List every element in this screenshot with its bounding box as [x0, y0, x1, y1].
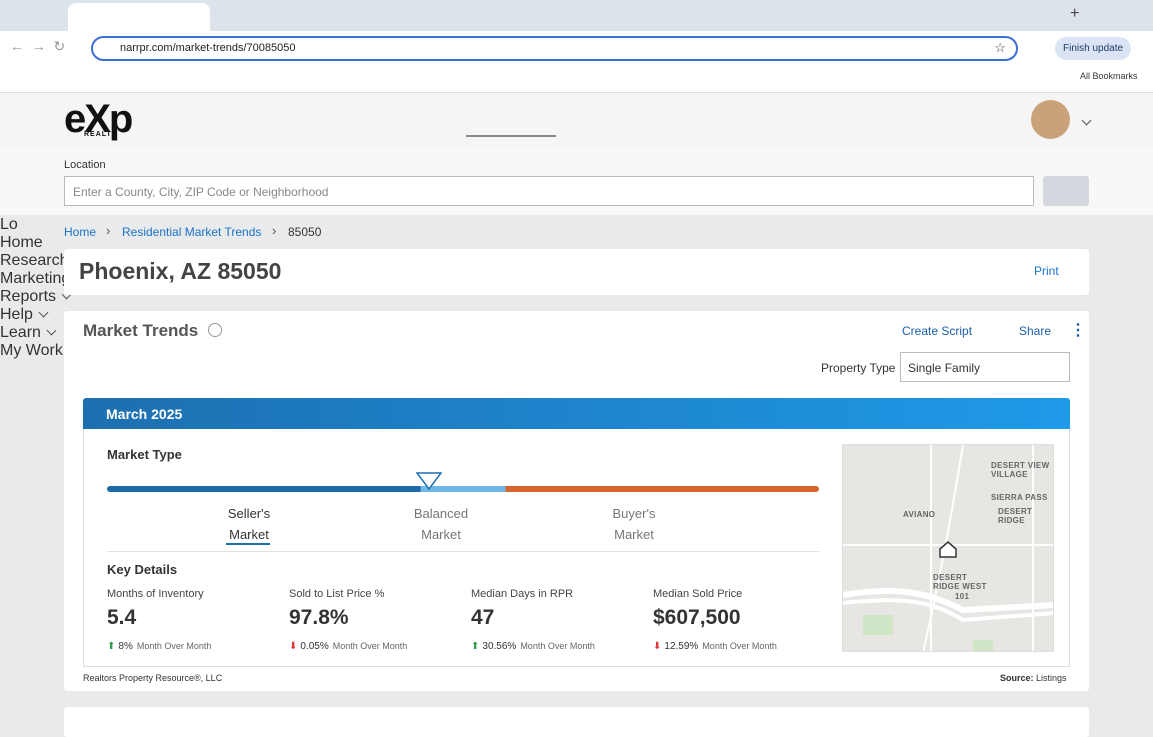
info-icon[interactable] [208, 323, 222, 337]
nav-label: Learn [0, 324, 41, 341]
nav-underline [466, 135, 556, 137]
nav-item[interactable]: My Work [0, 342, 1153, 360]
kd-change-value: 12.59% [664, 641, 699, 652]
kd-value: $607,500 [653, 606, 741, 629]
source-value: Listings [1036, 673, 1067, 683]
market-slider [107, 486, 819, 492]
trend-arrow: ⬆ [471, 641, 480, 652]
breadcrumb-sep: › [106, 223, 111, 238]
map-label: DESERT RIDGE WEST [933, 573, 987, 591]
map-label: AVIANO [903, 510, 936, 519]
kd-label: Months of Inventory [107, 588, 204, 600]
share[interactable]: Share [1019, 324, 1052, 338]
breadcrumb-item[interactable]: Residential Market Trends [122, 225, 262, 239]
map-label: DESERT RIDGE [998, 507, 1033, 525]
kd-change: ⬆ 8% Month Over Month [107, 636, 211, 654]
property-type-label: Property Type [821, 361, 896, 375]
nav-buttons[interactable]: ← → ↻ [10, 38, 66, 54]
address-bar[interactable]: narrpr.com/market-trends/70085050 ☆ [91, 36, 1018, 61]
avatar-menu[interactable] [1076, 114, 1092, 132]
breadcrumb-sep: › [272, 223, 277, 238]
logo-sub: REALTY [84, 131, 118, 138]
url: narrpr.com/market-trends/70085050 [120, 42, 296, 54]
map-label: SIERRA PASS [991, 493, 1048, 502]
breadcrumb-item: 85050 [288, 225, 322, 239]
section-title: Market Trends [83, 321, 199, 340]
print[interactable]: Print [1034, 264, 1059, 278]
market-trends-card: Market Trends Create Script Share ⋮ Prop… [64, 311, 1089, 691]
nav-label: Home [0, 234, 43, 251]
map-label: 101 [955, 592, 970, 601]
market-type-label: Buyer's Market [612, 506, 656, 542]
kd-change-value: 30.56% [482, 641, 517, 652]
credit: Realtors Property Resource®, LLC [83, 673, 223, 683]
kd-change: ⬆ 30.56% Month Over Month [471, 636, 595, 654]
kd-note: Month Over Month [136, 641, 212, 651]
kd-note: Month Over Month [332, 641, 408, 651]
avatar[interactable] [1031, 100, 1070, 139]
kd-note: Month Over Month [702, 641, 777, 651]
nav-item[interactable]: Home [0, 234, 1153, 252]
market-type-label: Balanced Market [413, 506, 469, 542]
trend-arrow: ⬇ [289, 641, 298, 652]
map[interactable]: DESERT VIEW VILLAGE SIERRA PASS DESERT RID… [842, 444, 1054, 652]
active-tab-bg [68, 3, 210, 31]
nav-item[interactable]: Marketing [0, 270, 1153, 288]
new-tab[interactable]: + [1070, 5, 1080, 22]
nav-item[interactable]: ⌕Research [0, 252, 1153, 270]
kd-value: 47 [471, 606, 495, 629]
nav-label: My Work [0, 342, 63, 359]
divider [107, 551, 819, 552]
logo[interactable]: eXp [64, 97, 133, 141]
kd-change: ⬇ 0.05% Month Over Month [289, 636, 407, 654]
kd-label: Sold to List Price % [289, 588, 385, 600]
kd-value: 97.8% [289, 606, 349, 629]
bookmarks[interactable]: All Bookmarks [1080, 71, 1138, 81]
trend-arrow: ⬇ [653, 641, 662, 652]
trend-arrow: ⬆ [107, 641, 116, 652]
trend-panel: Market Type Seller's Market Balanced Mark… [83, 429, 1070, 667]
nav-label: Reports [0, 288, 57, 305]
market-type-title: Market Type [107, 447, 182, 462]
map-roads [843, 445, 1053, 651]
kd-change-value: 8% [118, 641, 133, 652]
kd-label: Median Sold Price [653, 588, 743, 600]
nav-label: Research [0, 252, 69, 269]
kd-change: ⬇ 12.59% Month Over Month [653, 636, 777, 654]
home-pin [939, 541, 957, 558]
property-type[interactable]: Single Family [900, 352, 1070, 382]
kd-value: 5.4 [107, 606, 137, 629]
chev [46, 325, 57, 336]
site-header [0, 92, 1153, 148]
kd-label: Median Days in RPR [471, 588, 574, 600]
banner: March 2025 [83, 398, 1070, 429]
nav-item[interactable]: Reports [0, 288, 1153, 306]
star[interactable]: ☆ [994, 40, 1006, 55]
chev [38, 307, 49, 318]
search-input[interactable]: Enter a County, City, ZIP Code or Neighb… [64, 176, 1034, 206]
title-card: Phoenix, AZ 85050 Print [64, 249, 1089, 295]
next-card [64, 707, 1089, 737]
breadcrumb-item[interactable]: Home [64, 225, 97, 239]
finish-update[interactable]: Finish update [1055, 37, 1131, 60]
kd-note: Month Over Month [520, 641, 595, 651]
key-details-title: Key Details [107, 562, 178, 577]
nav-label: Marketing [0, 270, 71, 287]
kd-change-value: 0.05% [300, 641, 329, 652]
label-underline [226, 543, 270, 545]
page-title: Phoenix, AZ 85050 [79, 258, 282, 284]
more[interactable]: ⋮ [1070, 322, 1086, 339]
source: Source: Listings [1000, 673, 1067, 683]
create-script[interactable]: Create Script [902, 324, 973, 338]
nav-label: Help [0, 306, 33, 323]
slider-marker [416, 472, 442, 490]
nav-item[interactable]: Learn [0, 324, 1153, 342]
map-label: DESERT VIEW VILLAGE [991, 461, 1050, 479]
search-label: Location [64, 159, 106, 171]
search-button[interactable] [1043, 176, 1089, 206]
market-type-label: Seller's Market [227, 506, 271, 542]
source-label: Source: [1000, 673, 1034, 683]
nav-item[interactable]: Help [0, 306, 1153, 324]
